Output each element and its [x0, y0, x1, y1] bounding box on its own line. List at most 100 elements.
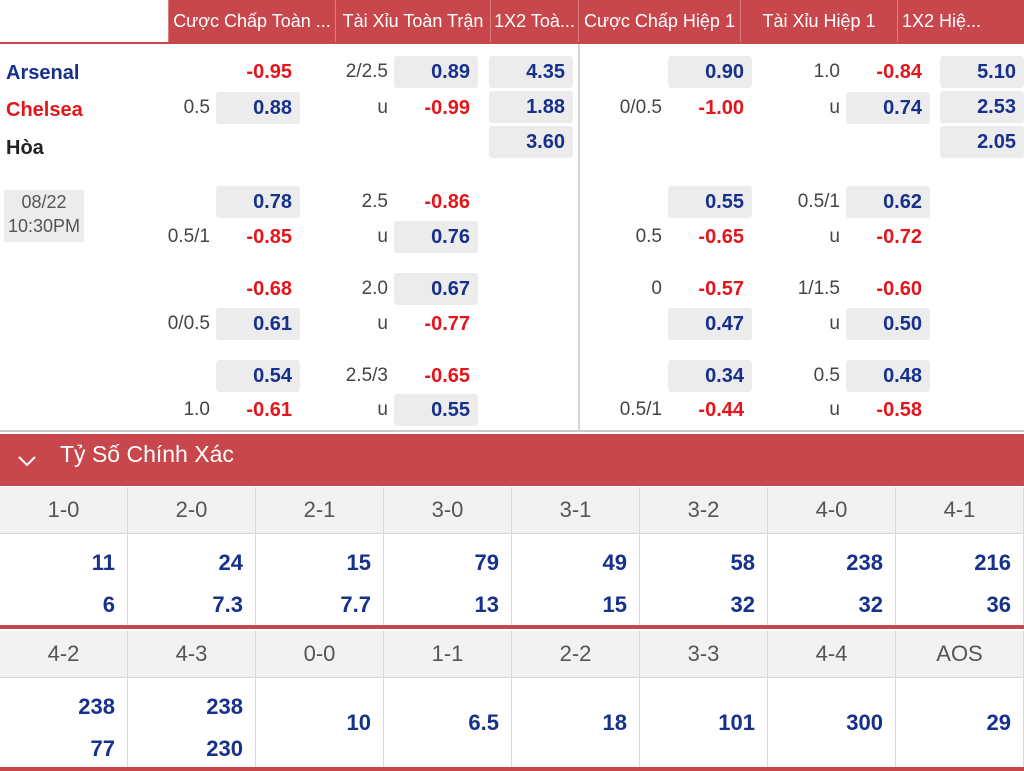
score-odds[interactable]: 238 230 [128, 678, 256, 768]
ft_ou-line: 2.0 [361, 278, 388, 299]
h1_hdp-odds-bottom[interactable]: -1.00 [698, 97, 744, 119]
home-team-name: Arsenal [6, 62, 80, 84]
score-odds[interactable]: 15 7.7 [256, 534, 384, 625]
h1_ou-odds-bottom[interactable]: 0.74 [846, 92, 930, 124]
score-label: 3-3 [640, 631, 768, 677]
score-odds[interactable]: 58 32 [640, 534, 768, 625]
score-label: AOS [896, 631, 1024, 677]
h1_ou-odds-bottom[interactable]: -0.72 [876, 226, 922, 248]
h1_hdp-odds-top[interactable]: -0.57 [698, 278, 744, 300]
score-label: 4-2 [0, 631, 128, 677]
score-odds-value: 29 [986, 710, 1011, 735]
ft_hdp-odds-top[interactable]: 0.78 [216, 186, 300, 218]
score-odds[interactable]: 24 7.3 [128, 534, 256, 625]
odds-bottom-line [0, 430, 1024, 432]
score-odds-bottom: 77 [90, 736, 115, 761]
ft_ou-odds-top[interactable]: 0.67 [394, 273, 478, 305]
h1_hdp-odds-bottom[interactable]: 0.47 [668, 308, 752, 340]
score-odds-value: 10 [346, 710, 371, 735]
score-label: 3-0 [384, 487, 512, 533]
h1_hdp-odds-bottom[interactable]: -0.65 [698, 226, 744, 248]
h1_ou-odds-top[interactable]: -0.60 [876, 278, 922, 300]
exact-score-title: Tỷ Số Chính Xác [60, 441, 234, 467]
score-odds-bottom: 36 [986, 592, 1011, 617]
h1_hdp-odds-top[interactable]: 0.34 [668, 360, 752, 392]
h1_hdp-odds-top[interactable]: 0.90 [668, 56, 752, 88]
ft_hdp-odds-top[interactable]: -0.68 [246, 278, 292, 300]
score-row-line [0, 677, 1024, 678]
ft_ou-odds-bottom[interactable]: -0.99 [424, 97, 470, 119]
h1_ou-line-lower: u [829, 399, 840, 420]
match-datetime: 08/22 10:30PM [4, 190, 84, 242]
ft_ou-odds-bottom[interactable]: -0.77 [424, 313, 470, 335]
score-odds-value: 101 [718, 710, 755, 735]
score-odds-top: 238 [206, 694, 243, 719]
ft_ou-odds-bottom[interactable]: 0.76 [394, 221, 478, 253]
ft_hdp-odds-bottom[interactable]: 0.61 [216, 308, 300, 340]
ft_ou-odds-top[interactable]: -0.86 [424, 191, 470, 213]
h1_hdp-odds-bottom[interactable]: -0.44 [698, 399, 744, 421]
score-label: 2-2 [512, 631, 640, 677]
ft_ou-odds-top[interactable]: 0.89 [394, 56, 478, 88]
score-label: 3-2 [640, 487, 768, 533]
score-odds-bottom: 7.3 [212, 592, 243, 617]
score-row-line [0, 533, 1024, 534]
score-odds[interactable]: 11 6 [0, 534, 128, 625]
score-odds-value: 18 [602, 710, 627, 735]
score-odds[interactable]: 238 32 [768, 534, 896, 625]
score-label: 1-1 [384, 631, 512, 677]
tab-h1-handicap[interactable]: Cược Chấp Hiệp 1 [578, 0, 740, 42]
h1_ou-odds-top[interactable]: -0.84 [876, 61, 922, 83]
ft_hdp-odds-top[interactable]: -0.95 [246, 61, 292, 83]
score-row-divider [0, 625, 1024, 629]
score-odds[interactable]: 300 [768, 678, 896, 768]
score-odds[interactable]: 49 15 [512, 534, 640, 625]
h1_hdp-odds-top[interactable]: 0.55 [668, 186, 752, 218]
score-odds-bottom: 32 [730, 592, 755, 617]
score-odds[interactable]: 18 [512, 678, 640, 768]
score-odds[interactable]: 101 [640, 678, 768, 768]
ft_hdp-odds-bottom[interactable]: -0.61 [246, 399, 292, 421]
score-label: 4-1 [896, 487, 1024, 533]
header-underline [0, 42, 1024, 44]
tab-ft-handicap[interactable]: Cược Chấp Toàn ... [168, 0, 335, 42]
score-label: 2-0 [128, 487, 256, 533]
h1_ou-odds-top[interactable]: 0.48 [846, 360, 930, 392]
ft_hdp-odds-top[interactable]: 0.54 [216, 360, 300, 392]
tab-h1-1x2[interactable]: 1X2 Hiệ... [897, 0, 985, 42]
score-odds[interactable]: 79 13 [384, 534, 512, 625]
h1_ou-odds-top[interactable]: 0.62 [846, 186, 930, 218]
ft_hdp-odds-bottom[interactable]: -0.85 [246, 226, 292, 248]
chevron-down-icon [18, 456, 36, 467]
h1_ou-odds-bottom[interactable]: -0.58 [876, 399, 922, 421]
exact-score-toggle[interactable]: Tỷ Số Chính Xác [0, 434, 1024, 486]
ft_1x2-odds[interactable]: 3.60 [489, 126, 573, 158]
score-odds[interactable]: 216 36 [896, 534, 1024, 625]
h1_1x2-odds[interactable]: 2.53 [940, 91, 1024, 123]
score-odds[interactable]: 10 [256, 678, 384, 768]
ft_ou-line: 2.5 [361, 191, 388, 212]
h1_ou-odds-bottom[interactable]: 0.50 [846, 308, 930, 340]
tab-ft-1x2[interactable]: 1X2 Toà... [490, 0, 578, 42]
score-odds-top: 11 [91, 550, 115, 575]
h1_1x2-odds[interactable]: 2.05 [940, 126, 1024, 158]
ft_1x2-odds[interactable]: 4.35 [489, 56, 573, 88]
ft_ou-line-lower: u [377, 399, 388, 420]
score-odds-top: 238 [846, 550, 883, 575]
tab-h1-over-under[interactable]: Tài Xỉu Hiệp 1 [740, 0, 897, 42]
tab-ft-over-under[interactable]: Tài Xỉu Toàn Trận [335, 0, 490, 42]
score-label: 2-1 [256, 487, 384, 533]
ft_ou-odds-top[interactable]: -0.65 [424, 365, 470, 387]
ft_hdp-odds-bottom[interactable]: 0.88 [216, 92, 300, 124]
score-odds[interactable]: 238 77 [0, 678, 128, 768]
score-odds-top: 15 [346, 550, 371, 575]
h1_ou-line: 0.5 [813, 365, 840, 386]
h1_1x2-odds[interactable]: 5.10 [940, 56, 1024, 88]
h1_hdp-line-lower: 0.5/1 [619, 399, 662, 420]
ft_ou-odds-bottom[interactable]: 0.55 [394, 394, 478, 426]
score-odds[interactable]: 29 [896, 678, 1024, 768]
ft_1x2-odds[interactable]: 1.88 [489, 91, 573, 123]
score-odds-top: 238 [78, 694, 115, 719]
ft_hdp-line-lower: 0.5/1 [167, 226, 210, 247]
score-odds[interactable]: 6.5 [384, 678, 512, 768]
